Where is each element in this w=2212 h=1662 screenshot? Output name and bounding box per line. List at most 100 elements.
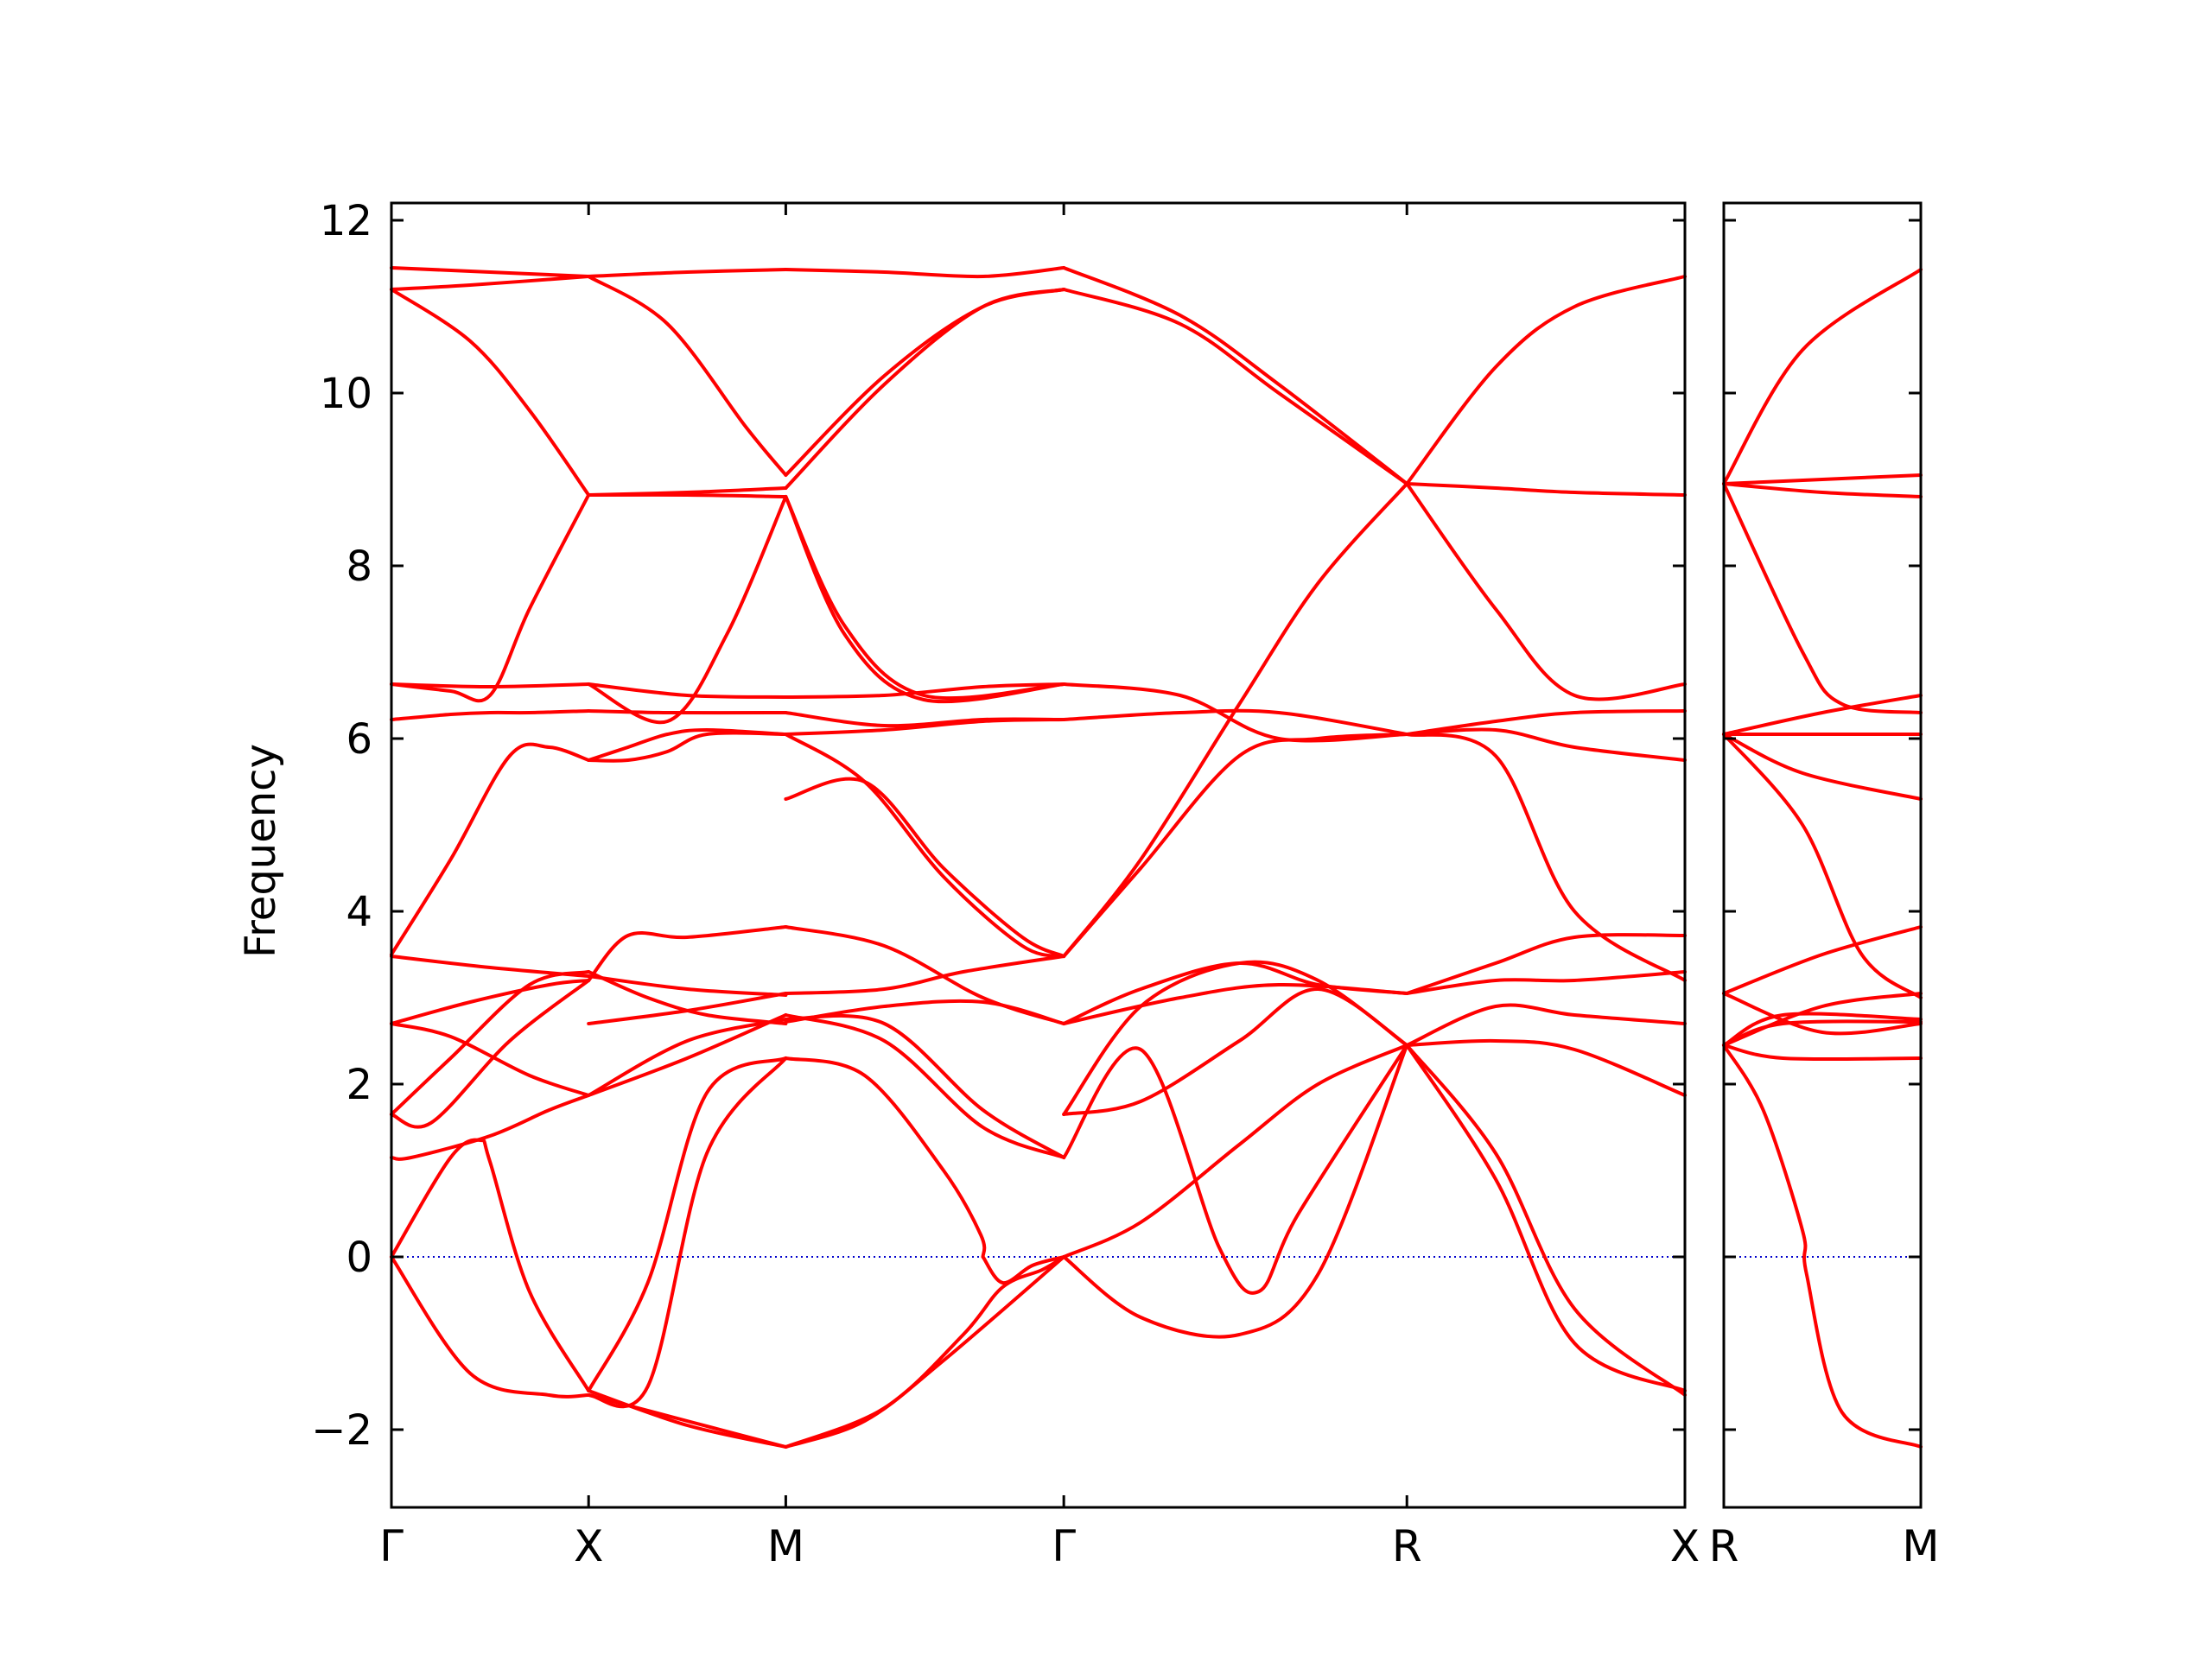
x-tick-label: M — [767, 1521, 804, 1571]
band-line — [1405, 1038, 1687, 1097]
band-line — [1062, 708, 1409, 736]
x-tick-label: R — [1392, 1521, 1422, 1571]
band-line — [587, 1018, 788, 1097]
band-line — [1405, 1003, 1687, 1047]
x-tick-label: X — [574, 1521, 603, 1571]
x-tick-label: M — [1902, 1521, 1939, 1571]
band-line — [390, 1094, 591, 1161]
band-line — [587, 970, 788, 1025]
band-line — [1722, 992, 1923, 1047]
x-tick-label: Γ — [379, 1521, 404, 1571]
y-tick-label: 4 — [346, 888, 372, 936]
band-line — [587, 492, 788, 498]
plot-frame-panel-1 — [390, 201, 1687, 1509]
band-line — [784, 718, 1066, 736]
band-line — [1062, 682, 1409, 743]
band-line — [390, 742, 591, 956]
band-line — [784, 288, 1066, 477]
band-line — [587, 709, 788, 715]
band-line — [784, 1255, 1066, 1449]
band-line — [1405, 733, 1687, 982]
band-line — [390, 979, 591, 1025]
band-line — [390, 275, 591, 291]
band-line — [1722, 268, 1923, 485]
band-line — [390, 1138, 591, 1392]
band-line — [1722, 482, 1923, 498]
band-line — [587, 1389, 788, 1449]
band-line — [1405, 482, 1687, 701]
band-line — [1062, 1044, 1409, 1295]
band-line — [1405, 482, 1687, 497]
band-line — [1722, 1012, 1923, 1047]
band-line — [784, 733, 1066, 958]
band-line — [390, 288, 591, 497]
band-line — [1405, 1044, 1687, 1397]
band-line — [587, 495, 788, 725]
band-line — [587, 268, 788, 278]
band-line — [784, 266, 1066, 279]
y-tick-label: 12 — [320, 197, 372, 245]
band-line — [1062, 733, 1409, 958]
y-tick-label: 8 — [346, 542, 372, 591]
band-line — [784, 682, 1066, 699]
band-line — [784, 1013, 1066, 1159]
band-line — [784, 711, 1066, 728]
y-tick-label: 6 — [346, 715, 372, 764]
band-line — [1062, 982, 1409, 1025]
band-line — [390, 955, 591, 978]
y-axis-label: Frequency — [237, 744, 285, 958]
band-line — [1405, 275, 1687, 485]
band-line — [390, 1255, 591, 1399]
band-line — [390, 709, 591, 721]
band-line — [1405, 727, 1687, 762]
band-line — [1722, 482, 1923, 714]
band-line — [390, 266, 591, 278]
band-line — [587, 731, 788, 763]
x-tick-label: R — [1709, 1521, 1739, 1571]
band-line — [1062, 961, 1409, 1025]
band-line — [1722, 694, 1923, 736]
band-line — [390, 979, 591, 1129]
band-line — [1062, 960, 1409, 1116]
y-tick-label: −2 — [311, 1406, 372, 1455]
band-line — [784, 1056, 987, 1259]
band-line — [1722, 1044, 1923, 1449]
band-line — [587, 728, 788, 762]
band-line — [1062, 1044, 1409, 1339]
band-line — [784, 1013, 1066, 1159]
plot-frame-panel-2 — [1722, 201, 1923, 1509]
y-tick-label: 0 — [346, 1234, 372, 1282]
band-line — [1405, 1044, 1687, 1392]
band-line — [1722, 473, 1923, 485]
band-line — [1062, 288, 1409, 485]
band-line — [1405, 970, 1687, 995]
band-line — [1722, 733, 1923, 999]
band-line — [1722, 992, 1923, 1036]
band-line — [1405, 709, 1687, 736]
band-line — [784, 288, 1066, 490]
band-line — [1722, 733, 1923, 801]
axes-layer — [390, 201, 1923, 1509]
band-line — [1062, 482, 1409, 958]
band-line — [1062, 266, 1409, 485]
band-line — [587, 275, 788, 477]
bands-layer — [390, 266, 1923, 1449]
y-tick-label: 2 — [346, 1061, 372, 1109]
band-line — [390, 970, 591, 1116]
band-line — [390, 493, 591, 703]
band-line — [784, 777, 1066, 958]
band-line — [981, 1255, 1066, 1285]
band-line — [390, 682, 591, 688]
band-line — [587, 1056, 788, 1392]
band-line — [390, 1022, 591, 1097]
band-line — [1722, 925, 1923, 995]
band-line — [784, 495, 1066, 701]
y-tick-label: 10 — [320, 370, 372, 418]
band-line — [784, 925, 1066, 1025]
band-line — [587, 682, 788, 699]
band-line — [1062, 1044, 1409, 1259]
x-tick-label: X — [1670, 1521, 1700, 1571]
